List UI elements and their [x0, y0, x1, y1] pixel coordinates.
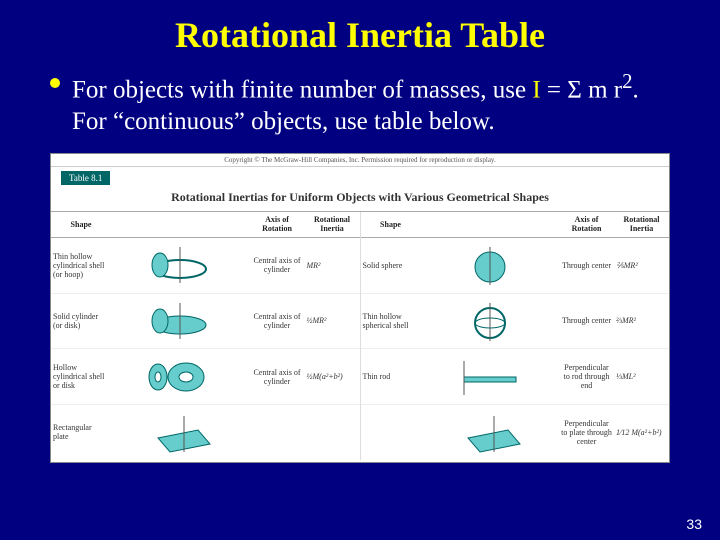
cell-diagram [421, 299, 560, 343]
hollow-sphere-icon [450, 299, 530, 343]
table-grid: Shape Axis of Rotation Rotational Inerti… [51, 212, 669, 460]
inertia-table: Copyright © The McGraw-Hill Companies, I… [50, 153, 670, 463]
cell-shape: Rectangular plate [51, 423, 111, 441]
plate-center-icon [450, 410, 530, 454]
cell-axis: Perpendicular to rod through end [559, 363, 614, 390]
cell-diagram [421, 355, 560, 399]
cell-shape: Thin hollow spherical shell [361, 312, 421, 330]
cell-axis: Central axis of cylinder [250, 256, 305, 274]
cell-inertia: ⅖MR² [614, 261, 669, 270]
formula-sup: 2 [622, 69, 632, 93]
header-inertia: Rotational Inertia [614, 215, 669, 233]
slide-title: Rotational Inertia Table [0, 0, 720, 64]
cell-shape: Hollow cylindrical shell or disk [51, 363, 111, 390]
cell-axis: Central axis of cylinder [250, 368, 305, 386]
table-label: Table 8.1 [61, 171, 110, 185]
table-right-column: Shape Axis of Rotation Rotational Inerti… [361, 212, 670, 460]
header-inertia: Rotational Inertia [305, 215, 360, 233]
rect-plate-icon [140, 410, 220, 454]
cell-inertia: ⅓ML² [614, 372, 669, 381]
cell-axis: Central axis of cylinder [250, 312, 305, 330]
cell-inertia: 1⁄12 M(a²+b²) [614, 428, 669, 437]
formula-rest: = Σ m r [541, 76, 622, 103]
header-shape: Shape [361, 220, 421, 229]
bullet-pre: For objects with finite number of masses… [72, 76, 532, 103]
solid-cylinder-icon [140, 299, 220, 343]
hoop-icon [140, 243, 220, 287]
table-row: Hollow cylindrical shell or disk Central… [51, 349, 360, 405]
table-row: Solid cylinder (or disk) Central axis of… [51, 294, 360, 350]
cell-diagram [111, 355, 250, 399]
table-headers-left: Shape Axis of Rotation Rotational Inerti… [51, 212, 360, 238]
cell-axis: Through center [559, 261, 614, 270]
table-caption: Rotational Inertias for Uniform Objects … [51, 186, 669, 212]
table-row: Perpendicular to plate through center 1⁄… [361, 405, 670, 460]
cell-diagram [421, 410, 560, 454]
cell-diagram [111, 243, 250, 287]
header-axis: Axis of Rotation [250, 215, 305, 233]
formula-i: I [532, 76, 540, 103]
table-row: Thin hollow cylindrical shell (or hoop) … [51, 238, 360, 294]
cell-inertia: ½MR² [305, 316, 360, 325]
table-left-column: Shape Axis of Rotation Rotational Inerti… [51, 212, 361, 460]
cell-diagram [421, 243, 560, 287]
table-left-rows: Thin hollow cylindrical shell (or hoop) … [51, 238, 360, 460]
cell-axis: Perpendicular to plate through center [559, 419, 614, 446]
cell-axis: Through center [559, 316, 614, 325]
cell-shape: Thin rod [361, 372, 421, 381]
table-right-rows: Solid sphere Through center ⅖MR² Thin ho… [361, 238, 670, 460]
table-headers-right: Shape Axis of Rotation Rotational Inerti… [361, 212, 670, 238]
cell-shape: Solid cylinder (or disk) [51, 312, 111, 330]
thin-rod-icon [450, 355, 530, 399]
cell-inertia: MR² [305, 261, 360, 270]
cell-inertia: ⅔MR² [614, 316, 669, 325]
cell-diagram [111, 299, 250, 343]
header-axis: Axis of Rotation [559, 215, 614, 233]
cell-shape: Thin hollow cylindrical shell (or hoop) [51, 252, 111, 279]
cell-shape: Solid sphere [361, 261, 421, 270]
bullet-text: For objects with finite number of masses… [0, 64, 720, 147]
cell-diagram [111, 410, 250, 454]
copyright-text: Copyright © The McGraw-Hill Companies, I… [51, 154, 669, 167]
header-shape: Shape [51, 220, 111, 229]
page-number: 33 [686, 516, 702, 532]
cell-inertia: ½M(a²+b²) [305, 372, 360, 381]
table-row: Thin rod Perpendicular to rod through en… [361, 349, 670, 405]
solid-sphere-icon [450, 243, 530, 287]
table-row: Thin hollow spherical shell Through cent… [361, 294, 670, 350]
bullet-icon [50, 78, 60, 88]
hollow-disk-icon [140, 355, 220, 399]
table-row: Solid sphere Through center ⅖MR² [361, 238, 670, 294]
table-row: Rectangular plate [51, 405, 360, 460]
